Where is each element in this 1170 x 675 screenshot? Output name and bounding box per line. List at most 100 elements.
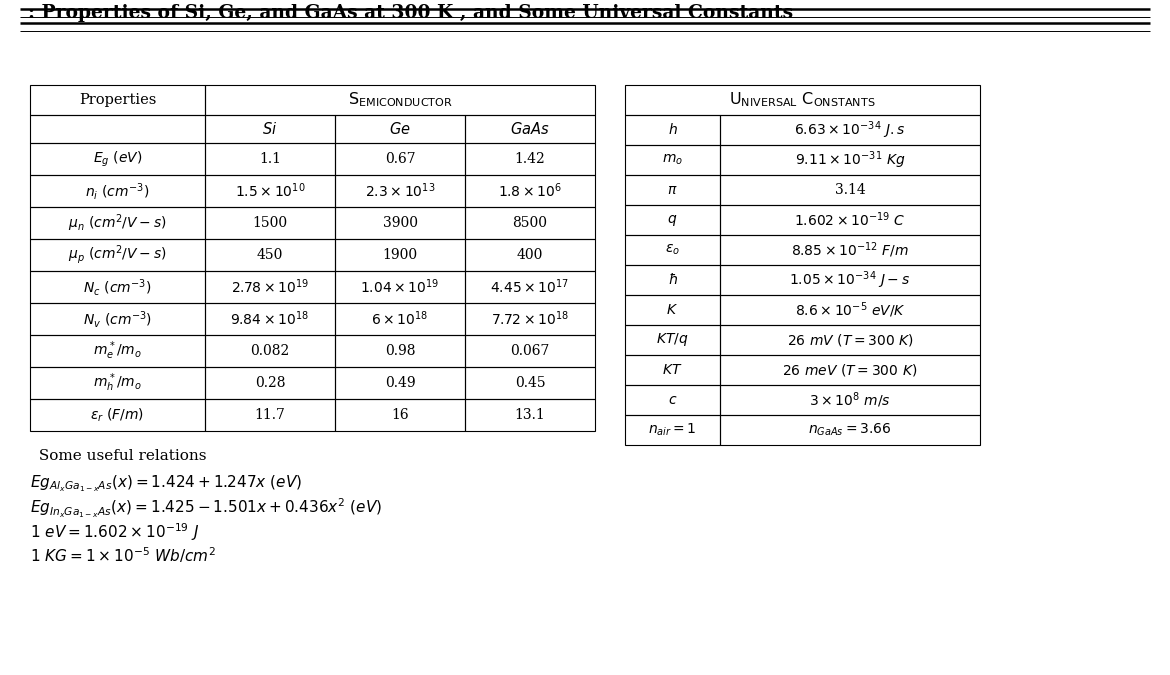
Text: $\epsilon_r\ (F/m)$: $\epsilon_r\ (F/m)$ [90,406,145,424]
Bar [625,175,720,205]
Text: $26\ mV\ (T=300\ K)$: $26\ mV\ (T=300\ K)$ [786,332,914,348]
Bar [335,303,464,335]
Bar [205,303,335,335]
Text: 11.7: 11.7 [255,408,285,422]
Text: $\mathit{Si}$: $\mathit{Si}$ [262,121,277,137]
Text: 0.28: 0.28 [255,376,285,390]
Text: $KT/q$: $KT/q$ [656,331,689,348]
Bar [625,145,720,175]
Bar [720,295,980,325]
Bar [625,355,720,385]
Bar [720,205,980,235]
Text: $N_v\ (cm^{-3})$: $N_v\ (cm^{-3})$ [83,308,152,329]
Bar [30,239,205,271]
Text: $n_{GaAs}=3.66$: $n_{GaAs}=3.66$ [808,422,892,438]
Text: 0.67: 0.67 [385,152,415,166]
Text: $m_o$: $m_o$ [662,153,683,167]
Bar [30,175,205,207]
Bar [335,175,464,207]
Text: $3\times10^{8}\ m/s$: $3\times10^{8}\ m/s$ [810,390,890,410]
Bar [335,271,464,303]
Text: $q$: $q$ [667,213,677,227]
Text: $2.78\times10^{19}$: $2.78\times10^{19}$ [230,277,309,296]
Bar [30,367,205,399]
Text: 400: 400 [517,248,543,262]
Text: $1.8\times10^{6}$: $1.8\times10^{6}$ [498,182,562,200]
Text: $\mu_n\ (cm^2/V-s)$: $\mu_n\ (cm^2/V-s)$ [68,212,167,234]
Bar [205,115,335,143]
Bar [335,115,464,143]
Bar [720,145,980,175]
Bar [464,399,596,431]
Text: $1.602\times10^{-19}\ C$: $1.602\times10^{-19}\ C$ [794,211,906,230]
Bar [625,295,720,325]
Text: $8.6\times10^{-5}\ eV/K$: $8.6\times10^{-5}\ eV/K$ [794,300,906,320]
Bar [464,207,596,239]
Bar [720,355,980,385]
Text: 450: 450 [256,248,283,262]
Text: $7.72\times10^{18}$: $7.72\times10^{18}$ [491,310,569,328]
Bar [335,367,464,399]
Text: $Eg_{In_xGa_{1-x}As}(x) = 1.425 - 1.501x + 0.436x^2\ (eV)$: $Eg_{In_xGa_{1-x}As}(x) = 1.425 - 1.501x… [30,497,383,520]
Bar [205,271,335,303]
Text: $n_{air}=1$: $n_{air}=1$ [648,422,697,438]
Bar [625,115,720,145]
Text: $9.11\times10^{-31}\ Kg$: $9.11\times10^{-31}\ Kg$ [794,149,906,171]
Text: 0.082: 0.082 [250,344,290,358]
Text: $\mathrm{S}_{\mathrm{EMICONDUCTOR}}$: $\mathrm{S}_{\mathrm{EMICONDUCTOR}}$ [347,90,453,109]
Text: $\mathit{GaAs}$: $\mathit{GaAs}$ [510,121,550,137]
Bar [464,367,596,399]
Bar [464,143,596,175]
Text: $1\ eV = 1.602\times10^{-19}\ J$: $1\ eV = 1.602\times10^{-19}\ J$ [30,521,199,543]
Text: $\mu_p\ (cm^2/V-s)$: $\mu_p\ (cm^2/V-s)$ [68,244,167,267]
Text: $26\ meV\ (T=300\ K)$: $26\ meV\ (T=300\ K)$ [783,362,917,378]
Text: 8500: 8500 [512,216,548,230]
Text: 3900: 3900 [383,216,418,230]
Text: 0.49: 0.49 [385,376,415,390]
Text: 13.1: 13.1 [515,408,545,422]
Bar [625,205,720,235]
Text: $2.3\times10^{13}$: $2.3\times10^{13}$ [365,182,435,200]
Text: 3.14: 3.14 [834,183,866,197]
Bar [30,303,205,335]
Text: $m_h^*/m_o$: $m_h^*/m_o$ [94,372,142,394]
Text: $E_g\ (eV)$: $E_g\ (eV)$ [92,149,143,169]
Text: $N_c\ (cm^{-3})$: $N_c\ (cm^{-3})$ [83,277,152,298]
Bar [625,85,980,115]
Text: $\mathrm{U}_{\mathrm{NIVERSAL}}\ \mathrm{C}_{\mathrm{ONSTANTS}}$: $\mathrm{U}_{\mathrm{NIVERSAL}}\ \mathrm… [729,90,876,109]
Bar [205,175,335,207]
Bar [30,85,205,115]
Bar [720,385,980,415]
Text: $1\ KG = 1\times10^{-5}\ Wb/cm^2$: $1\ KG = 1\times10^{-5}\ Wb/cm^2$ [30,545,215,565]
Bar [30,115,205,143]
Bar [205,335,335,367]
Bar [464,175,596,207]
Text: 1500: 1500 [253,216,288,230]
Bar [625,325,720,355]
Bar [205,367,335,399]
Text: 1.42: 1.42 [515,152,545,166]
Bar [205,399,335,431]
Bar [335,399,464,431]
Bar [625,235,720,265]
Bar [30,335,205,367]
Bar [30,271,205,303]
Bar [205,143,335,175]
Text: : Properties of Si, Ge, and GaAs at 300 K , and Some Universal Constants: : Properties of Si, Ge, and GaAs at 300 … [28,4,793,22]
Bar [720,265,980,295]
Bar [720,325,980,355]
Bar [205,239,335,271]
Text: 0.45: 0.45 [515,376,545,390]
Text: $c$: $c$ [668,393,677,407]
Text: $1.04\times10^{19}$: $1.04\times10^{19}$ [360,277,440,296]
Text: $\pi$: $\pi$ [667,183,677,197]
Text: $6\times10^{18}$: $6\times10^{18}$ [371,310,428,328]
Bar [335,335,464,367]
Bar [625,265,720,295]
Text: Properties: Properties [78,93,156,107]
Text: $6.63\times10^{-34}\ J.s$: $6.63\times10^{-34}\ J.s$ [794,119,906,141]
Bar [205,207,335,239]
Bar [625,415,720,445]
Text: $8.85\times10^{-12}\ F/m$: $8.85\times10^{-12}\ F/m$ [791,240,909,260]
Text: $n_i\ (cm^{-3})$: $n_i\ (cm^{-3})$ [85,180,150,202]
